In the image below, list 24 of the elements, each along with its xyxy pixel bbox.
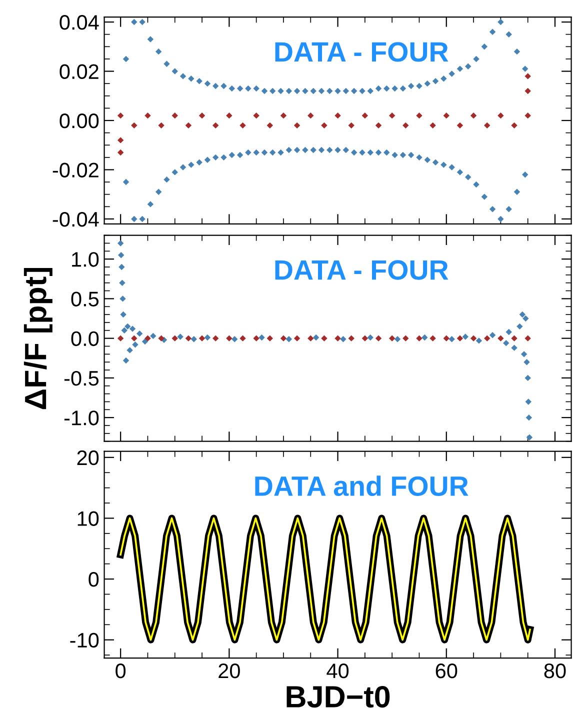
x-tick-label: 60 bbox=[436, 664, 458, 678]
x-tick-label: 0 bbox=[116, 664, 126, 678]
y-tick-label: 1.0 bbox=[72, 252, 99, 267]
y-tick-label: 0.00 bbox=[60, 114, 99, 128]
x-axis-title: BJD−t0 bbox=[286, 686, 390, 708]
x-tick-label: 40 bbox=[326, 664, 349, 678]
y-tick-label: -0.04 bbox=[52, 212, 99, 227]
y-tick-label: 0.04 bbox=[60, 15, 99, 30]
annotation: DATA - FOUR bbox=[275, 42, 448, 62]
y-tick-label: 0.02 bbox=[60, 64, 98, 80]
x-tick-label: 20 bbox=[218, 664, 240, 678]
y-axis-title: ΔF/F [ppt] bbox=[24, 268, 52, 410]
y-tick-label: -1.0 bbox=[64, 410, 99, 426]
y-tick-label: 0.0 bbox=[71, 331, 99, 346]
y-tick-label: 0 bbox=[88, 572, 99, 587]
annotation: DATA - FOUR bbox=[275, 260, 448, 280]
y-tick-label: 20 bbox=[77, 450, 99, 466]
y-tick-label: -10 bbox=[70, 632, 99, 648]
y-tick-label: -0.02 bbox=[52, 162, 98, 178]
y-tick-label: -0.5 bbox=[64, 370, 99, 386]
annotation: DATA and FOUR bbox=[255, 476, 468, 496]
x-tick-label: 80 bbox=[544, 664, 566, 678]
y-tick-label: 0.5 bbox=[71, 292, 99, 306]
y-tick-label: 10 bbox=[78, 511, 99, 526]
